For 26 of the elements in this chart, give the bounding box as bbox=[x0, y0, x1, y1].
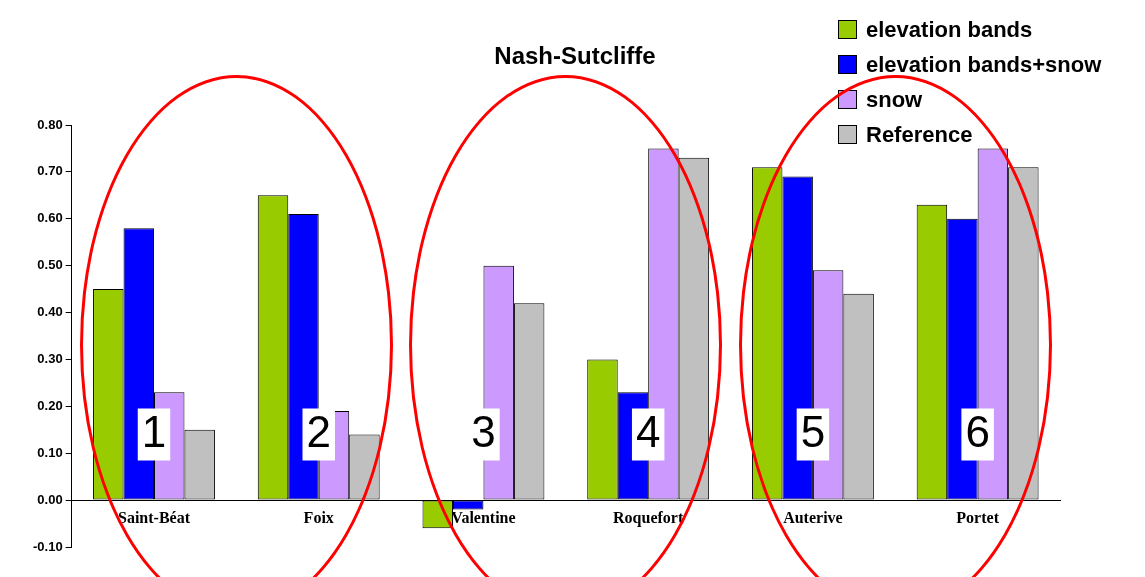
x-tick-label: Auterive bbox=[783, 508, 843, 526]
y-tick-label: 0.80 bbox=[37, 116, 63, 132]
legend-label: Reference bbox=[866, 121, 973, 148]
legend-label: snow bbox=[866, 86, 923, 113]
y-tick-label: 0.10 bbox=[37, 444, 63, 460]
x-tick-label: Foix bbox=[303, 508, 334, 526]
y-tick-label: 0.00 bbox=[37, 491, 63, 507]
legend-label: elevation bands bbox=[866, 16, 1033, 43]
y-tick-label: -0.10 bbox=[32, 538, 63, 554]
y-tick-label: 0.70 bbox=[37, 163, 63, 179]
legend-label: elevation bands+snow bbox=[866, 51, 1102, 78]
chart-title: Nash-Sutcliffe bbox=[493, 42, 657, 70]
y-tick-label: 0.40 bbox=[37, 304, 63, 320]
annotation: 4 bbox=[635, 406, 661, 456]
x-tick-label: Portet bbox=[956, 508, 1000, 526]
y-tick-label: 0.50 bbox=[37, 257, 63, 273]
x-tick-label: Saint-Béat bbox=[117, 508, 191, 526]
x-tick-label: Roquefort bbox=[613, 508, 684, 527]
annotation: 5 bbox=[800, 406, 826, 456]
y-tick-label: 0.60 bbox=[37, 210, 63, 226]
annotation: 1 bbox=[141, 406, 167, 456]
annotation: 6 bbox=[965, 406, 990, 456]
annotation: 3 bbox=[471, 406, 496, 456]
annotation: 2 bbox=[306, 406, 331, 456]
y-tick-label: 0.20 bbox=[37, 397, 63, 413]
y-tick-label: 0.30 bbox=[37, 351, 63, 367]
